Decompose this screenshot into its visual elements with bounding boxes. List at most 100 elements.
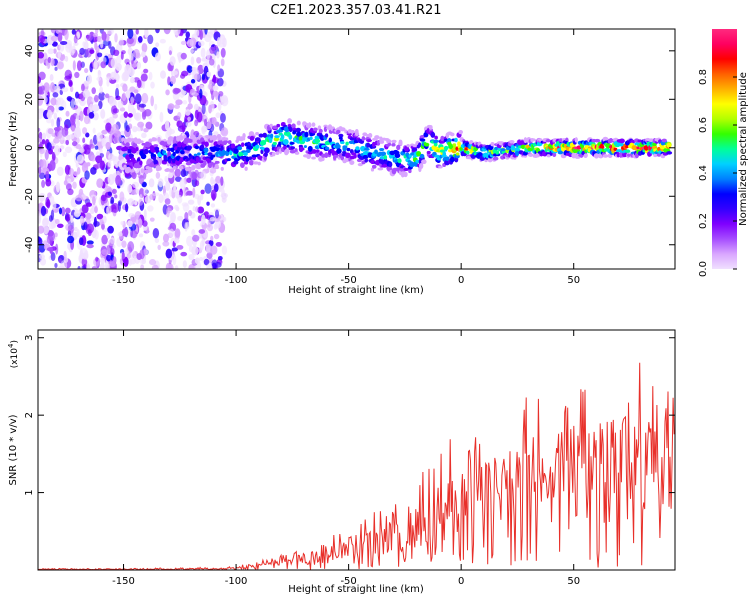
heatmap-cell — [291, 123, 296, 129]
heatmap-cell — [53, 137, 60, 144]
heatmap-cell — [243, 151, 248, 156]
heatmap-cell — [237, 146, 243, 151]
heatmap-cell — [138, 140, 144, 144]
heatmap-cell — [38, 237, 43, 246]
heatmap-cell — [430, 131, 436, 138]
heatmap-cell — [355, 146, 360, 151]
heatmap-cell — [386, 139, 392, 144]
heatmap-cell — [213, 45, 219, 50]
heatmap-cell — [74, 209, 81, 217]
heatmap-cell — [120, 51, 124, 60]
x-tick-label: -150 — [112, 275, 135, 286]
heatmap-cell — [172, 70, 178, 76]
heatmap-cell — [99, 160, 106, 171]
heatmap-cell — [119, 191, 125, 202]
heatmap-cell — [340, 127, 346, 132]
heatmap-cell — [338, 133, 344, 138]
heatmap-cell — [199, 256, 204, 262]
heatmap-cell — [46, 142, 52, 151]
heatmap-cell — [158, 193, 164, 204]
heatmap-cell — [148, 168, 153, 173]
heatmap-cell — [363, 147, 370, 151]
heatmap-cell — [199, 240, 204, 251]
heatmap-cell — [101, 223, 105, 230]
heatmap-cell — [141, 42, 148, 53]
heatmap-cell — [82, 127, 88, 135]
heatmap-cell — [139, 249, 145, 260]
heatmap-cell — [125, 89, 131, 100]
heatmap-cell — [38, 90, 45, 95]
heatmap-cell — [101, 31, 107, 42]
heatmap-cell — [101, 129, 108, 135]
heatmap-cell — [121, 240, 127, 248]
heatmap-cell — [177, 111, 182, 119]
heatmap-cell — [107, 225, 114, 234]
heatmap-cell — [171, 247, 179, 252]
heatmap-cell — [38, 166, 42, 175]
heatmap-cell — [201, 103, 206, 115]
heatmap-cell — [218, 42, 226, 48]
heatmap-cell — [180, 40, 187, 46]
heatmap-cell — [126, 37, 134, 45]
heatmap-cell — [105, 206, 110, 216]
heatmap-cell — [438, 165, 443, 169]
heatmap-cell — [666, 151, 673, 155]
heatmap-cell — [194, 109, 199, 120]
heatmap-cell — [445, 156, 450, 162]
spectrogram-y-ticks: -40 -20 0 20 40 — [24, 44, 675, 253]
heatmap-cell — [314, 138, 321, 144]
heatmap-cell — [393, 150, 400, 156]
heatmap-cell — [47, 128, 54, 135]
heatmap-cell — [206, 263, 213, 269]
heatmap-cell — [276, 123, 281, 128]
heatmap-cell — [38, 148, 45, 155]
heatmap-cell — [315, 152, 320, 158]
heatmap-cell — [38, 172, 46, 180]
heatmap-cell — [50, 209, 55, 221]
heatmap-cell — [191, 92, 199, 97]
heatmap-cell — [38, 51, 45, 59]
heatmap-cell — [364, 158, 369, 163]
heatmap-cell — [272, 125, 279, 130]
heatmap-cell — [174, 204, 179, 210]
heatmap-cell — [209, 46, 216, 54]
heatmap-cell — [165, 248, 173, 259]
heatmap-cell — [134, 112, 142, 121]
heatmap-cell — [123, 145, 129, 152]
heatmap-cell — [210, 245, 218, 255]
heatmap-cell — [452, 143, 457, 147]
heatmap-cell — [376, 139, 381, 146]
heatmap-cell — [203, 147, 209, 153]
heatmap-cell — [340, 141, 345, 145]
heatmap-cell — [500, 148, 506, 152]
heatmap-cell — [187, 116, 191, 122]
heatmap-cell — [101, 137, 106, 147]
heatmap-cell — [110, 57, 118, 68]
colorbar-tick-label: 0.2 — [698, 213, 709, 229]
heatmap-cell — [152, 154, 157, 157]
heatmap-cell — [67, 224, 75, 234]
heatmap-cell — [311, 122, 316, 127]
heatmap-cell — [72, 181, 77, 189]
heatmap-cell — [76, 154, 85, 164]
heatmap-cell — [200, 144, 205, 150]
heatmap-cell — [199, 88, 203, 99]
heatmap-cell — [440, 135, 445, 142]
y-tick-label: 3 — [24, 335, 35, 341]
heatmap-cell — [527, 153, 534, 157]
snr-multiplier-base: (x10 — [10, 348, 20, 369]
heatmap-cell — [180, 52, 187, 60]
heatmap-cell — [300, 147, 305, 151]
heatmap-cell — [287, 123, 292, 128]
heatmap-cell — [306, 153, 311, 160]
heatmap-cell — [174, 229, 180, 241]
heatmap-cell — [154, 52, 161, 62]
heatmap-cell — [191, 229, 196, 237]
heatmap-cell — [303, 145, 307, 148]
heatmap-cell — [69, 114, 76, 126]
heatmap-cell — [127, 149, 132, 154]
heatmap-cell — [216, 51, 220, 59]
heatmap-cell — [252, 161, 259, 165]
heatmap-cell — [288, 118, 292, 124]
heatmap-cell — [193, 103, 199, 111]
